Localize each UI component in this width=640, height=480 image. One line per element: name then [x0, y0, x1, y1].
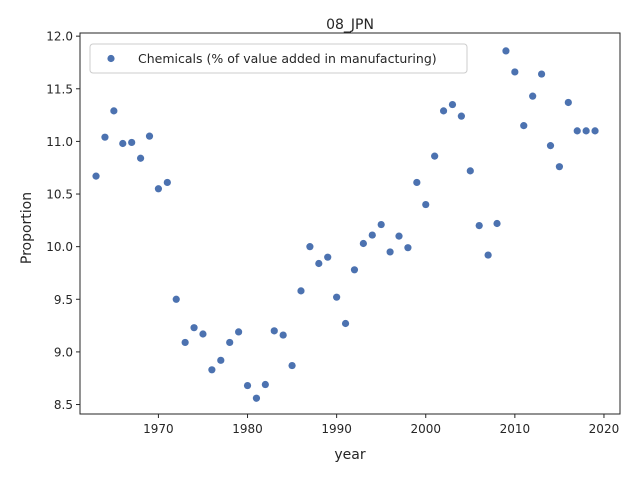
data-point: [359, 239, 367, 248]
legend: Chemicals (% of value added in manufactu…: [89, 43, 468, 74]
legend-box: [89, 43, 468, 74]
data-point: [537, 70, 546, 78]
chart-title: 08_JPN: [326, 17, 374, 33]
data-point: [448, 100, 457, 109]
data-point: [217, 356, 225, 364]
x-tick-label: 1990: [321, 422, 352, 436]
data-point: [493, 219, 501, 228]
data-point: [324, 253, 332, 261]
data-point: [413, 178, 421, 187]
data-point: [226, 338, 234, 347]
data-point: [297, 287, 305, 295]
data-point: [431, 152, 439, 160]
legend-marker: [107, 54, 115, 63]
x-tick-label: 2020: [589, 422, 620, 436]
data-point: [573, 127, 581, 135]
data-point: [136, 154, 145, 162]
data-point: [181, 338, 189, 347]
data-point: [546, 142, 555, 150]
data-point: [511, 68, 519, 76]
y-axis-label: Proportion: [19, 192, 35, 264]
data-point: [199, 330, 207, 338]
data-point: [208, 366, 216, 374]
data-point: [172, 295, 180, 303]
data-point: [564, 98, 572, 107]
data-point: [466, 167, 474, 175]
y-tick-label: 11.0: [46, 135, 73, 149]
x-tick-label: 2000: [410, 422, 441, 436]
data-point: [110, 107, 118, 115]
x-axis-label: year: [334, 447, 365, 463]
data-point: [484, 251, 492, 259]
data-points: [92, 47, 599, 402]
y-tick-label: 10.5: [46, 188, 73, 202]
data-point: [555, 163, 564, 171]
data-point: [279, 331, 287, 339]
data-point: [350, 266, 359, 274]
y-tick-label: 10.0: [46, 240, 73, 254]
data-point: [457, 112, 465, 120]
x-axis: 1970 1980 1990 2000 2010 2020: [143, 414, 619, 436]
data-point: [591, 127, 599, 135]
data-point: [341, 319, 350, 328]
data-point: [243, 381, 252, 390]
data-point: [502, 47, 510, 55]
data-point: [395, 232, 403, 240]
x-tick-label: 1980: [232, 422, 263, 436]
data-point: [520, 122, 528, 130]
data-point: [154, 185, 163, 193]
data-point: [101, 133, 109, 141]
data-point: [404, 244, 412, 252]
data-point: [529, 92, 537, 100]
plot-frame: [79, 32, 621, 415]
y-tick-label: 11.5: [46, 82, 73, 96]
data-point: [270, 327, 278, 335]
y-tick-label: 8.5: [54, 398, 73, 412]
data-point: [386, 248, 394, 256]
data-point: [235, 328, 243, 336]
data-point: [163, 178, 171, 187]
x-tick-label: 1970: [143, 422, 174, 436]
y-tick-label: 9.0: [54, 345, 73, 359]
data-point: [439, 107, 448, 115]
data-point: [190, 324, 198, 332]
data-point: [377, 220, 385, 229]
data-point: [475, 222, 483, 230]
data-point: [368, 231, 376, 239]
data-point: [422, 200, 430, 209]
y-tick-label: 9.5: [54, 293, 73, 307]
legend-label: Chemicals (% of value added in manufactu…: [138, 51, 437, 66]
data-point: [306, 243, 314, 251]
data-point: [333, 293, 341, 301]
y-tick-label: 12.0: [46, 30, 73, 44]
x-tick-label: 2010: [500, 422, 531, 436]
data-point: [261, 380, 269, 389]
data-point: [119, 139, 127, 148]
data-point: [128, 138, 136, 147]
data-point: [288, 361, 296, 370]
data-point: [92, 172, 100, 180]
data-point: [315, 259, 323, 268]
data-point: [582, 127, 590, 135]
data-point: [252, 394, 261, 402]
y-axis: 8.5 9.0 9.5 10.0 10.5 11.0 11.5 12.0: [46, 30, 80, 412]
data-point: [145, 132, 154, 140]
